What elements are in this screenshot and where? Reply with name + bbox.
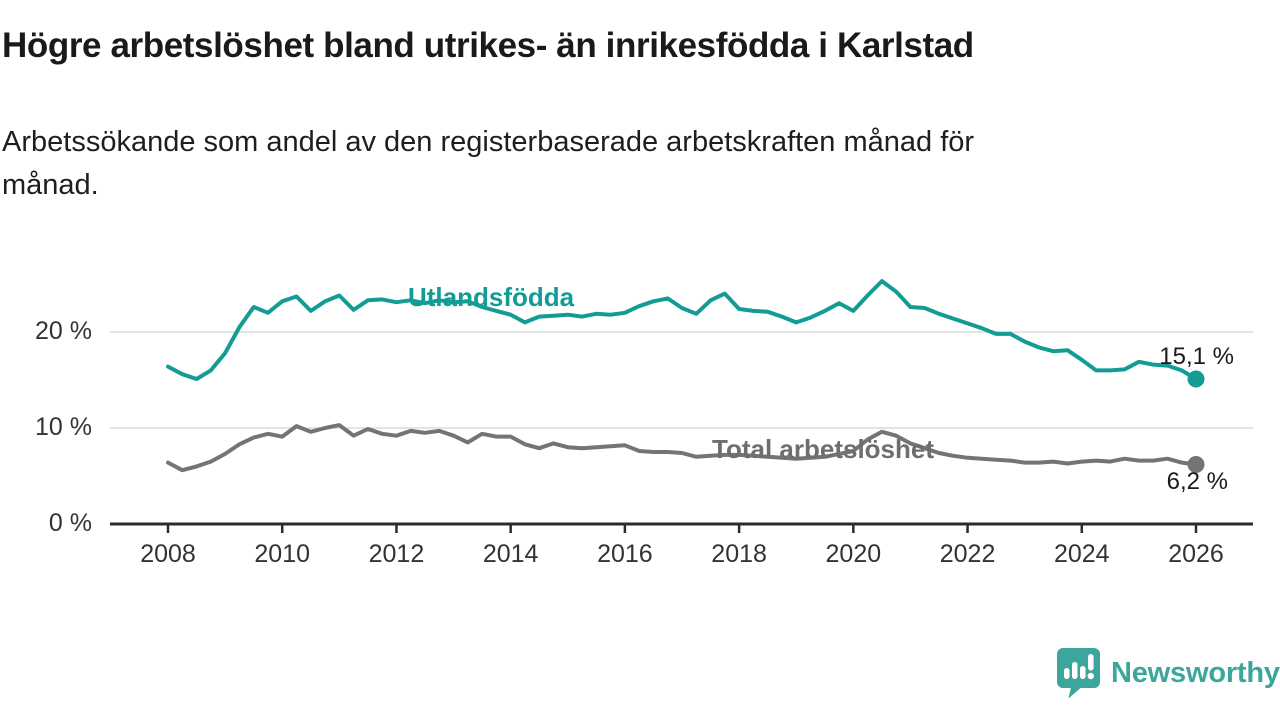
chart-subtitle-line-1: Arbetssökande som andel av den registerb…: [2, 126, 975, 158]
x-axis-tick-label: 2020: [825, 540, 882, 568]
x-axis-tick-label: 2010: [254, 540, 311, 568]
chart-subtitle: Arbetssökande som andel av den registerb…: [2, 121, 1202, 207]
page-title: Högre arbetslöshet bland utrikes- än inr…: [2, 26, 974, 65]
series-end-dot-1: [1187, 455, 1205, 473]
x-axis-tick-label: 2012: [368, 540, 425, 568]
series-line-1: [166, 423, 1198, 473]
newsworthy-logo-text: Newsworthy: [1111, 656, 1280, 689]
x-axis-tick-label: 2022: [939, 540, 996, 568]
series-end-dot-0: [1187, 370, 1205, 388]
end-value-label-utlandsfodda: 15,1 %: [1159, 343, 1234, 370]
x-axis-tick-label: 2014: [482, 540, 539, 568]
x-axis-tick-label: 2018: [711, 540, 767, 568]
newsworthy-logo-icon: [1057, 648, 1100, 699]
series-line-0: [166, 279, 1198, 381]
chart-subtitle-line-2: månad.: [2, 169, 99, 201]
y-axis-tick-label: 0 %: [48, 509, 92, 537]
x-axis-tick-label: 2024: [1053, 540, 1110, 568]
x-axis-tick-label: 2016: [597, 540, 653, 568]
y-axis-tick-label: 10 %: [35, 413, 92, 441]
series-label-utlandsfodda: Utlandsfödda: [408, 282, 575, 312]
x-axis-tick-label: 2008: [140, 540, 196, 568]
x-axis-tick-label: 2026: [1168, 540, 1224, 568]
y-axis-tick-label: 20 %: [35, 317, 92, 345]
series-label-total-arbetsloshet: Total arbetslöshet: [712, 434, 935, 464]
end-value-label-total-arbetsloshet: 6,2 %: [1166, 468, 1228, 495]
newsworthy-logo: Newsworthy: [1056, 647, 1280, 699]
